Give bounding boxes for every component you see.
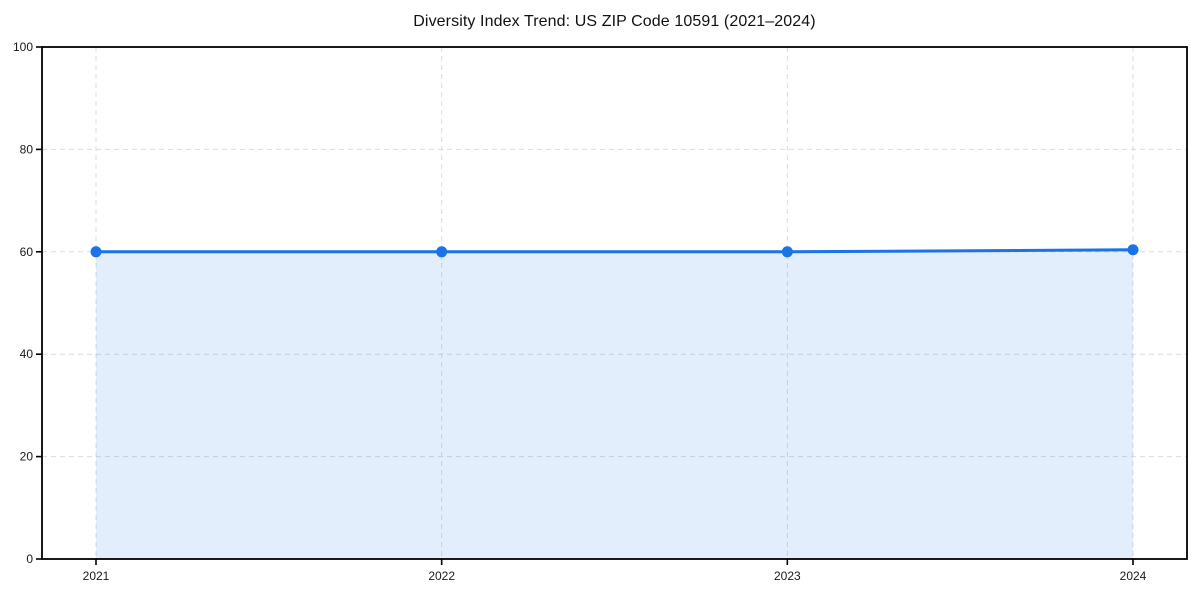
x-axis-tick-label: 2021 [83,569,110,583]
x-axis-tick-label: 2024 [1120,569,1147,583]
x-axis-tick-label: 2023 [774,569,801,583]
y-axis-tick-label: 0 [26,552,33,566]
y-axis-tick-label: 100 [13,40,33,54]
data-point [781,246,793,258]
x-axis-tick-label: 2022 [428,569,455,583]
chart-title: Diversity Index Trend: US ZIP Code 10591… [413,13,816,30]
area-fill [96,249,1133,559]
data-point [90,246,102,258]
y-axis-tick-label: 80 [20,142,34,156]
y-axis-tick-label: 40 [20,347,34,361]
data-point [436,246,448,258]
data-point [1127,244,1139,256]
series-line [94,248,1135,254]
y-axis-tick-label: 60 [20,245,34,259]
y-axis-tick-label: 20 [20,450,34,464]
plot-border [41,46,1188,560]
